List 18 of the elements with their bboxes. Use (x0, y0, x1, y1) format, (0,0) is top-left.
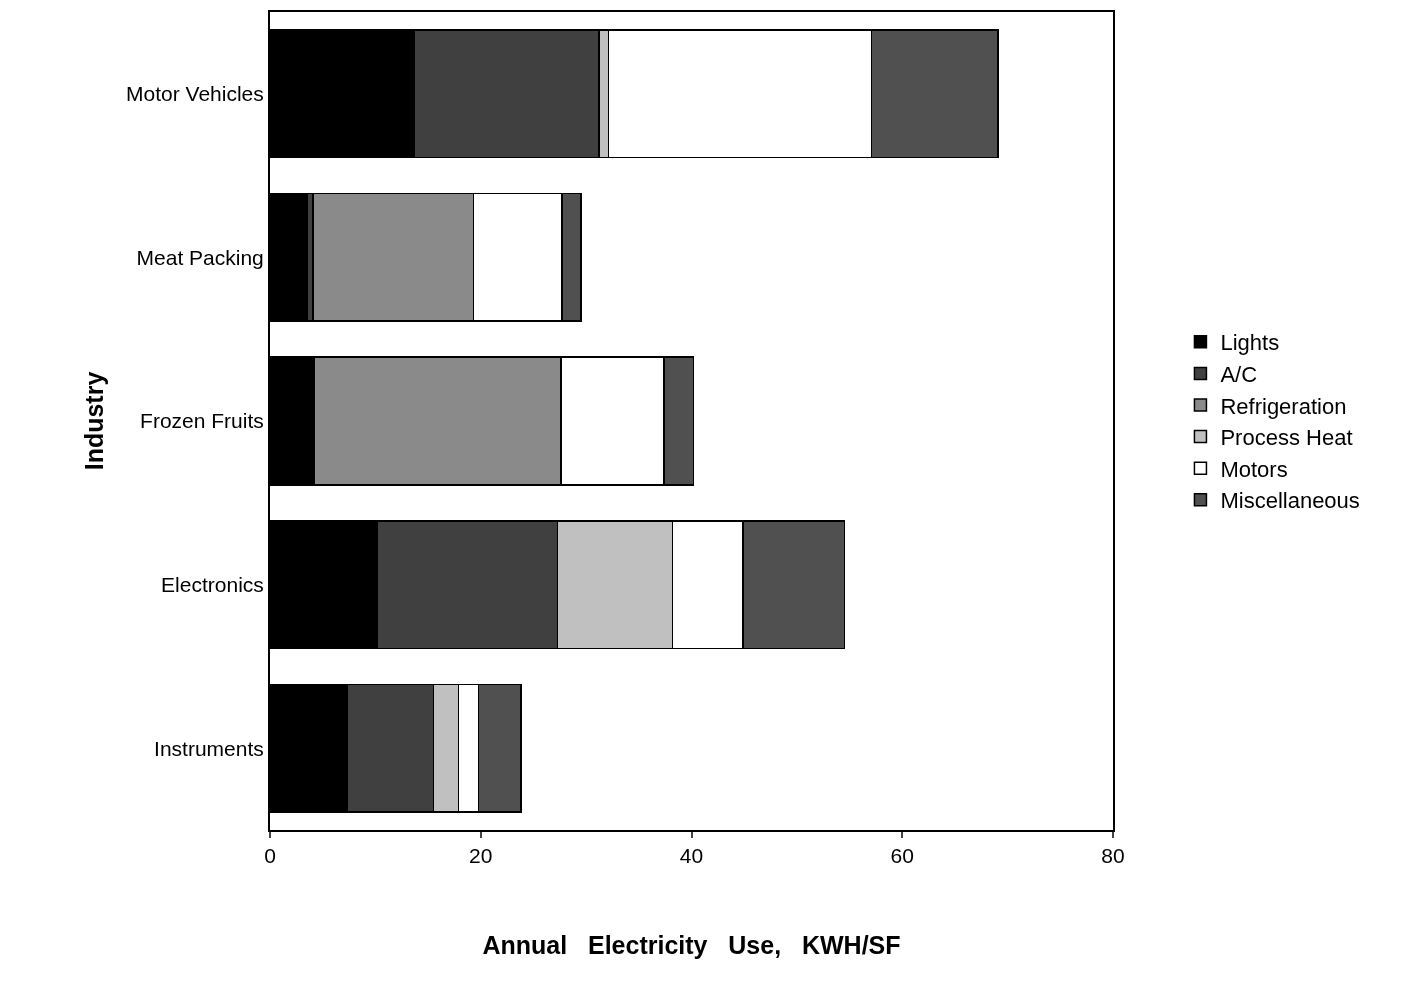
y-tick-label: Frozen Fruits (140, 409, 264, 433)
x-tick-label: 20 (469, 844, 493, 868)
legend-label: Process Heat (1220, 425, 1353, 451)
x-tick-label: 40 (679, 844, 704, 868)
legend-label: A/C (1220, 361, 1258, 387)
y-tick-label: Instruments (154, 736, 264, 760)
legend-label: Motors (1220, 456, 1288, 482)
y-axis-title: Industry (80, 371, 109, 471)
y-tick-label: Meat Packing (136, 245, 264, 269)
legend-label: Refrigeration (1220, 393, 1347, 419)
x-tick-label: 60 (890, 844, 914, 868)
x-axis-title: Annual Electricity Use, KWH/SF (482, 930, 901, 959)
y-tick-label: Motor Vehicles (126, 82, 264, 106)
x-tick-label: 0 (264, 844, 276, 868)
y-tick-label: Electronics (161, 572, 264, 596)
x-tick-label: 80 (1101, 844, 1125, 868)
legend-label: Lights (1220, 330, 1280, 356)
legend-label: Miscellaneous (1220, 488, 1360, 514)
